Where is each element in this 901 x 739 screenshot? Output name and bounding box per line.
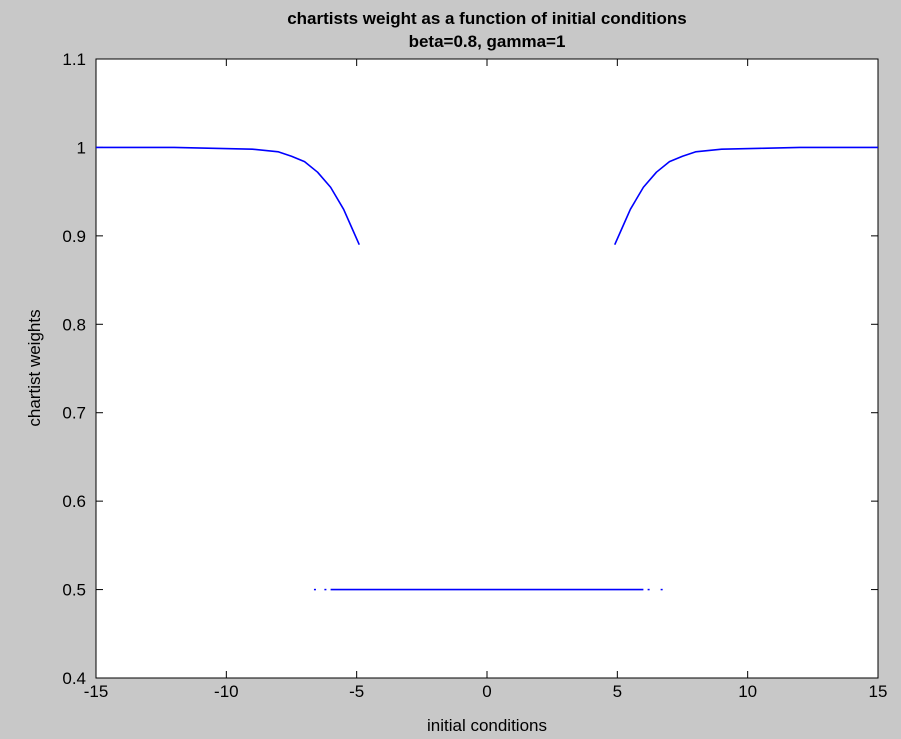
- series-line-0: [96, 146, 361, 246]
- x-tick-label: 10: [738, 682, 757, 701]
- data-point: [647, 588, 650, 591]
- chart-title: chartists weight as a function of initia…: [287, 9, 687, 28]
- y-tick-label: 0.6: [62, 492, 86, 511]
- chart-subtitle: beta=0.8, gamma=1: [409, 32, 566, 51]
- series-layer: [96, 146, 878, 591]
- x-tick-label: -5: [349, 682, 364, 701]
- axes-background: [95, 58, 879, 679]
- x-tick-label: -10: [214, 682, 239, 701]
- y-tick-label: 0.4: [62, 669, 86, 688]
- x-tick-label: 0: [482, 682, 491, 701]
- y-tick-label: 1.1: [62, 50, 86, 69]
- data-point: [313, 588, 316, 591]
- x-tick-label: 5: [613, 682, 622, 701]
- y-tick-label: 1: [77, 138, 86, 157]
- y-tick-label: 0.5: [62, 581, 86, 600]
- x-tick-label: 15: [869, 682, 888, 701]
- series-line-1: [613, 146, 878, 246]
- ticks-layer: -15 -10 -5 0 5 10 15 0.4 0.5 0.6 0.7 0.8 0.9 1 1.1: [62, 50, 887, 701]
- y-tick-label: 0.7: [62, 404, 86, 423]
- x-tick-label: -15: [84, 682, 109, 701]
- x-axis-label: initial conditions: [427, 716, 547, 735]
- y-tick-label: 0.8: [62, 315, 86, 334]
- y-tick-label: 0.9: [62, 227, 86, 246]
- data-point: [660, 588, 663, 591]
- y-axis-label: chartist weights: [25, 309, 44, 426]
- data-point: [324, 588, 327, 591]
